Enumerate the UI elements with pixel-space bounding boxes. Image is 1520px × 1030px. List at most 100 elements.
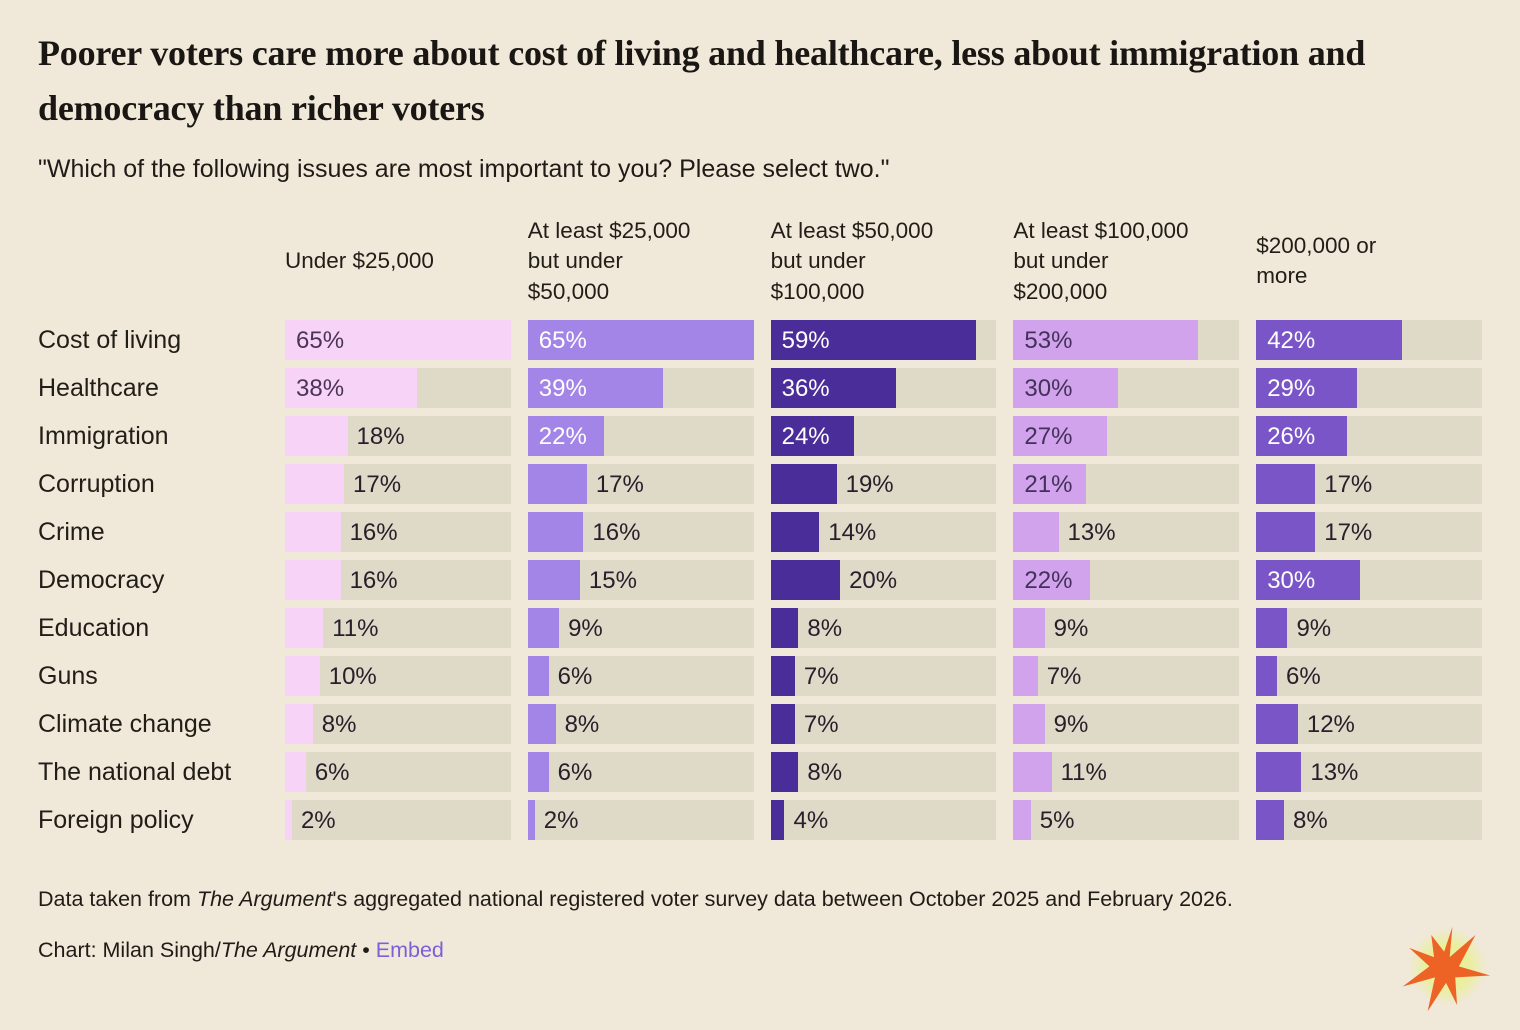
source-note: Data taken from The Argument's aggregate… <box>38 884 1383 915</box>
bar-track: 8% <box>770 608 997 649</box>
bar-corruption-col4 <box>1013 464 1087 505</box>
bar-track: 30% <box>1013 368 1240 409</box>
bar-track: 6% <box>527 656 754 697</box>
bar-track: 8% <box>527 704 754 745</box>
bar-education-col1 <box>285 608 324 649</box>
bar-value-label: 11% <box>332 615 379 643</box>
bar-track: 4% <box>770 800 997 841</box>
bar-track: 16% <box>285 560 511 601</box>
bar-track: 18% <box>285 416 511 457</box>
bar-guns-col5 <box>1256 656 1278 697</box>
bar-foreign-policy-col3 <box>770 800 785 841</box>
bar-cost-of-living-col1 <box>285 320 511 361</box>
bar-corruption-col3 <box>770 464 837 505</box>
bar-value-label: 7% <box>803 711 839 739</box>
bar-track: 16% <box>285 512 511 553</box>
bar-value-label: 6% <box>557 759 593 787</box>
credit-publication: The Argument <box>220 937 357 962</box>
bar-value-label: 15% <box>588 567 637 595</box>
bar-crime-col1 <box>285 512 341 553</box>
bar-democracy-col1 <box>285 560 341 601</box>
bar-value-label: 13% <box>1310 759 1359 787</box>
bar-value-label: 30% <box>1024 375 1073 403</box>
bar-value-label: 14% <box>828 519 877 547</box>
row-label-guns: Guns <box>38 661 98 690</box>
bar-value-label: 29% <box>1267 375 1316 403</box>
bar-track: 11% <box>1013 752 1240 793</box>
bar-value-label: 2% <box>300 807 336 835</box>
bar-value-label: 6% <box>1286 663 1321 691</box>
bar-healthcare-col4 <box>1013 368 1118 409</box>
bar-track: 42% <box>1256 320 1482 361</box>
bar-value-label: 18% <box>356 423 405 451</box>
bar-climate-change-col1 <box>285 704 313 745</box>
bar-healthcare-col1 <box>285 368 417 409</box>
bar-value-label: 8% <box>807 759 843 787</box>
source-note-text: Data taken from <box>38 887 197 912</box>
bar-track: 15% <box>527 560 754 601</box>
bar-healthcare-col2 <box>527 368 664 409</box>
bar-track: 53% <box>1013 320 1240 361</box>
bar-education-col4 <box>1013 608 1045 649</box>
bar-value-label: 10% <box>328 663 377 691</box>
bar-track: 11% <box>285 608 511 649</box>
row-label-the-national-debt: The national debt <box>38 757 232 786</box>
bar-democracy-col4 <box>1013 560 1090 601</box>
bar-value-label: 11% <box>1060 759 1107 787</box>
bar-value-label: 8% <box>1292 807 1328 835</box>
bar-democracy-col5 <box>1256 560 1361 601</box>
bar-track: 65% <box>527 320 754 361</box>
bar-education-col2 <box>527 608 560 649</box>
bar-value-label: 27% <box>1024 423 1073 451</box>
bar-track: 17% <box>1256 464 1482 505</box>
bar-value-label: 6% <box>557 663 593 691</box>
bar-value-label: 9% <box>568 615 603 643</box>
row-label-democracy: Democracy <box>38 565 165 594</box>
embed-link[interactable]: Embed <box>375 937 444 962</box>
bar-track: 12% <box>1256 704 1482 745</box>
bar-cost-of-living-col2 <box>527 320 754 361</box>
bar-value-label: 5% <box>1039 807 1075 835</box>
bar-value-label: 13% <box>1067 519 1116 547</box>
chart-subtitle: "Which of the following issues are most … <box>38 155 890 184</box>
bar-value-label: 8% <box>564 711 600 739</box>
bar-the-national-debt-col1 <box>285 752 306 793</box>
bar-the-national-debt-col2 <box>527 752 549 793</box>
bar-corruption-col5 <box>1256 464 1316 505</box>
bar-value-label: 6% <box>314 759 350 787</box>
source-note-suffix: 's aggregated national registered voter … <box>332 887 1233 912</box>
bar-crime-col4 <box>1013 512 1059 553</box>
bar-track: 13% <box>1013 512 1240 553</box>
bar-corruption-col2 <box>527 464 587 505</box>
bar-healthcare-col3 <box>770 368 896 409</box>
bar-track: 22% <box>527 416 754 457</box>
bar-track: 6% <box>527 752 754 793</box>
bar-value-label: 4% <box>793 807 829 835</box>
bar-value-label: 22% <box>1024 567 1073 595</box>
bar-value-label: 16% <box>349 519 398 547</box>
bar-value-label: 59% <box>781 327 830 355</box>
bar-crime-col3 <box>770 512 820 553</box>
bar-the-national-debt-col3 <box>770 752 799 793</box>
bar-value-label: 16% <box>592 519 641 547</box>
bar-value-label: 16% <box>349 567 398 595</box>
bar-chart: Under $25,000 At least $25,000 but under … <box>38 210 1482 841</box>
row-label-climate-change: Climate change <box>38 709 212 738</box>
bar-value-label: 21% <box>1024 471 1073 499</box>
bar-democracy-col3 <box>770 560 841 601</box>
bar-track: 9% <box>527 608 754 649</box>
row-label-crime: Crime <box>38 517 105 546</box>
bar-track: 17% <box>1256 512 1482 553</box>
bar-value-label: 9% <box>1053 615 1089 643</box>
bar-value-label: 2% <box>543 807 579 835</box>
bar-cost-of-living-col3 <box>770 320 976 361</box>
bar-track: 6% <box>285 752 511 793</box>
column-header-1: Under $25,000 <box>285 248 434 274</box>
row-label-education: Education <box>38 613 150 642</box>
bar-track: 16% <box>527 512 754 553</box>
bar-value-label: 17% <box>1324 471 1373 499</box>
bar-foreign-policy-col5 <box>1256 800 1284 841</box>
bar-track: 59% <box>770 320 997 361</box>
bar-track: 9% <box>1013 704 1240 745</box>
bar-track: 20% <box>770 560 997 601</box>
